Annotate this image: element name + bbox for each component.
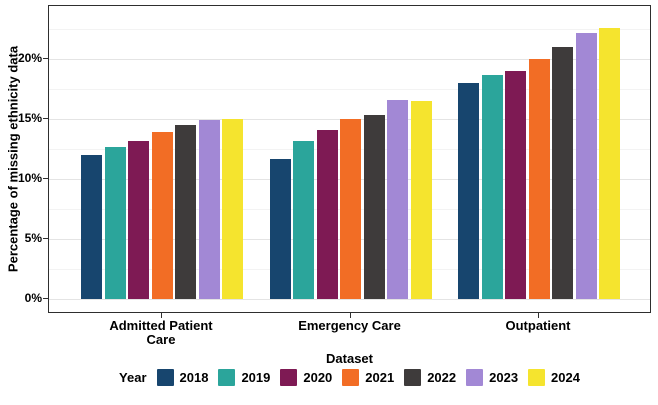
legend-item: 2022 xyxy=(404,368,457,386)
legend-item: 2024 xyxy=(528,368,580,386)
y-tick-label: 0% xyxy=(24,291,42,305)
y-tick-label: 15% xyxy=(17,111,42,125)
x-category-label: Admitted Patient Care xyxy=(109,318,213,347)
legend-item: 2019 xyxy=(218,368,271,386)
y-tick-mark xyxy=(43,238,48,239)
legend-label: 2019 xyxy=(241,369,271,385)
legend-label: 2020 xyxy=(303,369,333,385)
legend-item: 2020 xyxy=(280,368,333,386)
y-tick-label: 10% xyxy=(17,171,42,185)
legend-label: 2022 xyxy=(427,369,457,385)
y-tick-mark xyxy=(43,298,48,299)
y-tick-mark xyxy=(43,58,48,59)
bar xyxy=(458,83,479,299)
legend: Year 2018 2019 2020 2021 2022 2023 2024 xyxy=(48,367,651,387)
legend-title: Year xyxy=(119,369,147,385)
y-tick-mark xyxy=(43,178,48,179)
legend-swatch xyxy=(528,368,546,386)
legend-swatch xyxy=(342,368,360,386)
major-gridline xyxy=(49,299,650,300)
minor-gridline xyxy=(49,29,650,30)
bar xyxy=(151,132,173,299)
plot-panel xyxy=(48,5,651,313)
legend-label: 2021 xyxy=(365,369,395,385)
bar xyxy=(293,140,314,299)
bar xyxy=(316,129,338,299)
legend-item: 2018 xyxy=(156,368,209,386)
bar xyxy=(363,115,385,299)
y-tick-mark xyxy=(43,118,48,119)
major-gridline xyxy=(49,59,650,60)
bar xyxy=(198,120,220,299)
bar xyxy=(81,155,102,299)
x-tick-mark xyxy=(349,313,351,318)
bar xyxy=(222,119,243,299)
bar xyxy=(128,140,149,299)
bar xyxy=(505,71,526,299)
legend-swatch xyxy=(280,368,298,386)
bar xyxy=(340,119,361,299)
y-tick-label: 5% xyxy=(24,231,42,245)
bar xyxy=(104,146,126,299)
legend-label: 2023 xyxy=(489,369,519,385)
bar xyxy=(575,32,597,299)
bar xyxy=(410,101,432,299)
legend-swatch xyxy=(404,368,422,386)
bar xyxy=(552,47,573,299)
legend-item: 2023 xyxy=(466,368,519,386)
bar xyxy=(481,74,503,299)
legend-label: 2024 xyxy=(551,369,580,385)
x-category-label: Outpatient xyxy=(505,318,571,333)
legend-item: 2021 xyxy=(342,368,395,386)
bar xyxy=(387,99,408,299)
bar xyxy=(269,158,291,299)
x-tick-mark xyxy=(538,313,539,318)
legend-swatch xyxy=(156,368,174,386)
x-axis-title: Dataset xyxy=(326,351,373,366)
legend-label: 2018 xyxy=(179,369,209,385)
x-category-label: Emergency Care xyxy=(298,318,401,333)
bar xyxy=(528,59,550,299)
minor-gridline xyxy=(49,89,650,90)
x-tick-mark xyxy=(161,313,162,318)
y-tick-label: 20% xyxy=(17,51,42,65)
bar xyxy=(175,125,196,299)
bar xyxy=(599,27,620,299)
legend-swatch xyxy=(466,368,484,386)
legend-swatch xyxy=(218,368,236,386)
